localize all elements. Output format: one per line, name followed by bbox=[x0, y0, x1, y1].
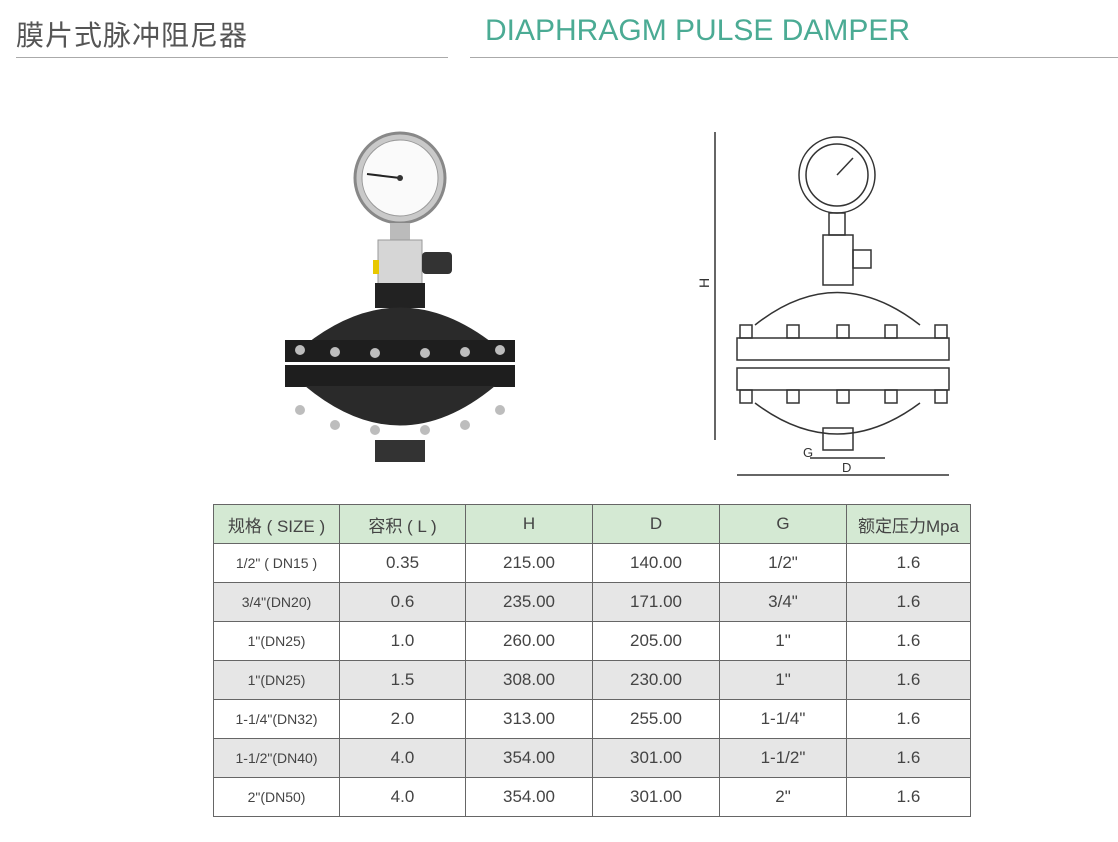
product-photo bbox=[285, 131, 515, 462]
cell-g: 3/4" bbox=[719, 582, 847, 622]
cell-h: 313.00 bbox=[465, 699, 593, 739]
title-english: DIAPHRAGM PULSE DAMPER bbox=[485, 14, 911, 47]
header-h: H bbox=[465, 504, 593, 544]
cell-h: 215.00 bbox=[465, 543, 593, 583]
table-row: 1-1/2"(DN40) 4.0 354.00 301.00 1-1/2" 1.6 bbox=[213, 738, 971, 778]
table-row: 3/4"(DN20) 0.6 235.00 171.00 3/4" 1.6 bbox=[213, 582, 971, 622]
cell-d: 301.00 bbox=[592, 777, 720, 817]
cell-volume: 0.6 bbox=[339, 582, 466, 622]
cell-d: 301.00 bbox=[592, 738, 720, 778]
cell-d: 140.00 bbox=[592, 543, 720, 583]
table-row: 1"(DN25) 1.5 308.00 230.00 1" 1.6 bbox=[213, 660, 971, 700]
cell-pressure: 1.6 bbox=[846, 660, 971, 700]
cell-volume: 0.35 bbox=[339, 543, 466, 583]
cell-volume: 2.0 bbox=[339, 699, 466, 739]
cell-size: 2"(DN50) bbox=[213, 777, 340, 817]
cell-g: 1" bbox=[719, 660, 847, 700]
cell-size: 1"(DN25) bbox=[213, 621, 340, 661]
cell-volume: 4.0 bbox=[339, 738, 466, 778]
title-divider-right bbox=[470, 57, 1118, 58]
cell-pressure: 1.6 bbox=[846, 777, 971, 817]
header-g: G bbox=[719, 504, 847, 544]
cell-h: 260.00 bbox=[465, 621, 593, 661]
cell-d: 171.00 bbox=[592, 582, 720, 622]
cell-size: 1-1/2"(DN40) bbox=[213, 738, 340, 778]
cell-h: 235.00 bbox=[465, 582, 593, 622]
cell-pressure: 1.6 bbox=[846, 543, 971, 583]
cell-g: 2" bbox=[719, 777, 847, 817]
cell-size: 1/2" ( DN15 ) bbox=[213, 543, 340, 583]
cell-size: 3/4"(DN20) bbox=[213, 582, 340, 622]
label-d: D bbox=[842, 460, 851, 475]
title-chinese: 膜片式脉冲阻尼器 bbox=[16, 19, 249, 52]
cell-h: 354.00 bbox=[465, 738, 593, 778]
table-row: 2"(DN50) 4.0 354.00 301.00 2" 1.6 bbox=[213, 777, 971, 817]
cell-g: 1-1/2" bbox=[719, 738, 847, 778]
cell-pressure: 1.6 bbox=[846, 699, 971, 739]
table-row: 1/2" ( DN15 ) 0.35 215.00 140.00 1/2" 1.6 bbox=[213, 543, 971, 583]
title-divider-left bbox=[16, 57, 448, 58]
cell-size: 1"(DN25) bbox=[213, 660, 340, 700]
table-row: 1"(DN25) 1.0 260.00 205.00 1" 1.6 bbox=[213, 621, 971, 661]
cell-volume: 1.5 bbox=[339, 660, 466, 700]
cell-g: 1-1/4" bbox=[719, 699, 847, 739]
cell-h: 354.00 bbox=[465, 777, 593, 817]
pressure-gauge-image bbox=[353, 131, 447, 225]
cell-pressure: 1.6 bbox=[846, 738, 971, 778]
header-pressure: 额定压力Mpa bbox=[846, 504, 971, 544]
table-header-row: 规格 ( SIZE ) 容积 ( L ) H D G 额定压力Mpa bbox=[213, 504, 971, 544]
cell-g: 1" bbox=[719, 621, 847, 661]
dimension-drawing: H G D bbox=[696, 132, 950, 476]
cell-size: 1-1/4"(DN32) bbox=[213, 699, 340, 739]
cell-d: 205.00 bbox=[592, 621, 720, 661]
cell-d: 230.00 bbox=[592, 660, 720, 700]
cell-d: 255.00 bbox=[592, 699, 720, 739]
cell-h: 308.00 bbox=[465, 660, 593, 700]
cell-g: 1/2" bbox=[719, 543, 847, 583]
header-volume: 容积 ( L ) bbox=[339, 504, 466, 544]
header-d: D bbox=[592, 504, 720, 544]
label-g: G bbox=[803, 445, 813, 460]
header-size: 规格 ( SIZE ) bbox=[213, 504, 340, 544]
cell-pressure: 1.6 bbox=[846, 582, 971, 622]
cell-volume: 1.0 bbox=[339, 621, 466, 661]
specification-table: 规格 ( SIZE ) 容积 ( L ) H D G 额定压力Mpa 1/2" … bbox=[213, 504, 971, 817]
table-row: 1-1/4"(DN32) 2.0 313.00 255.00 1-1/4" 1.6 bbox=[213, 699, 971, 739]
cell-volume: 4.0 bbox=[339, 777, 466, 817]
cell-pressure: 1.6 bbox=[846, 621, 971, 661]
label-h: H bbox=[696, 278, 712, 288]
